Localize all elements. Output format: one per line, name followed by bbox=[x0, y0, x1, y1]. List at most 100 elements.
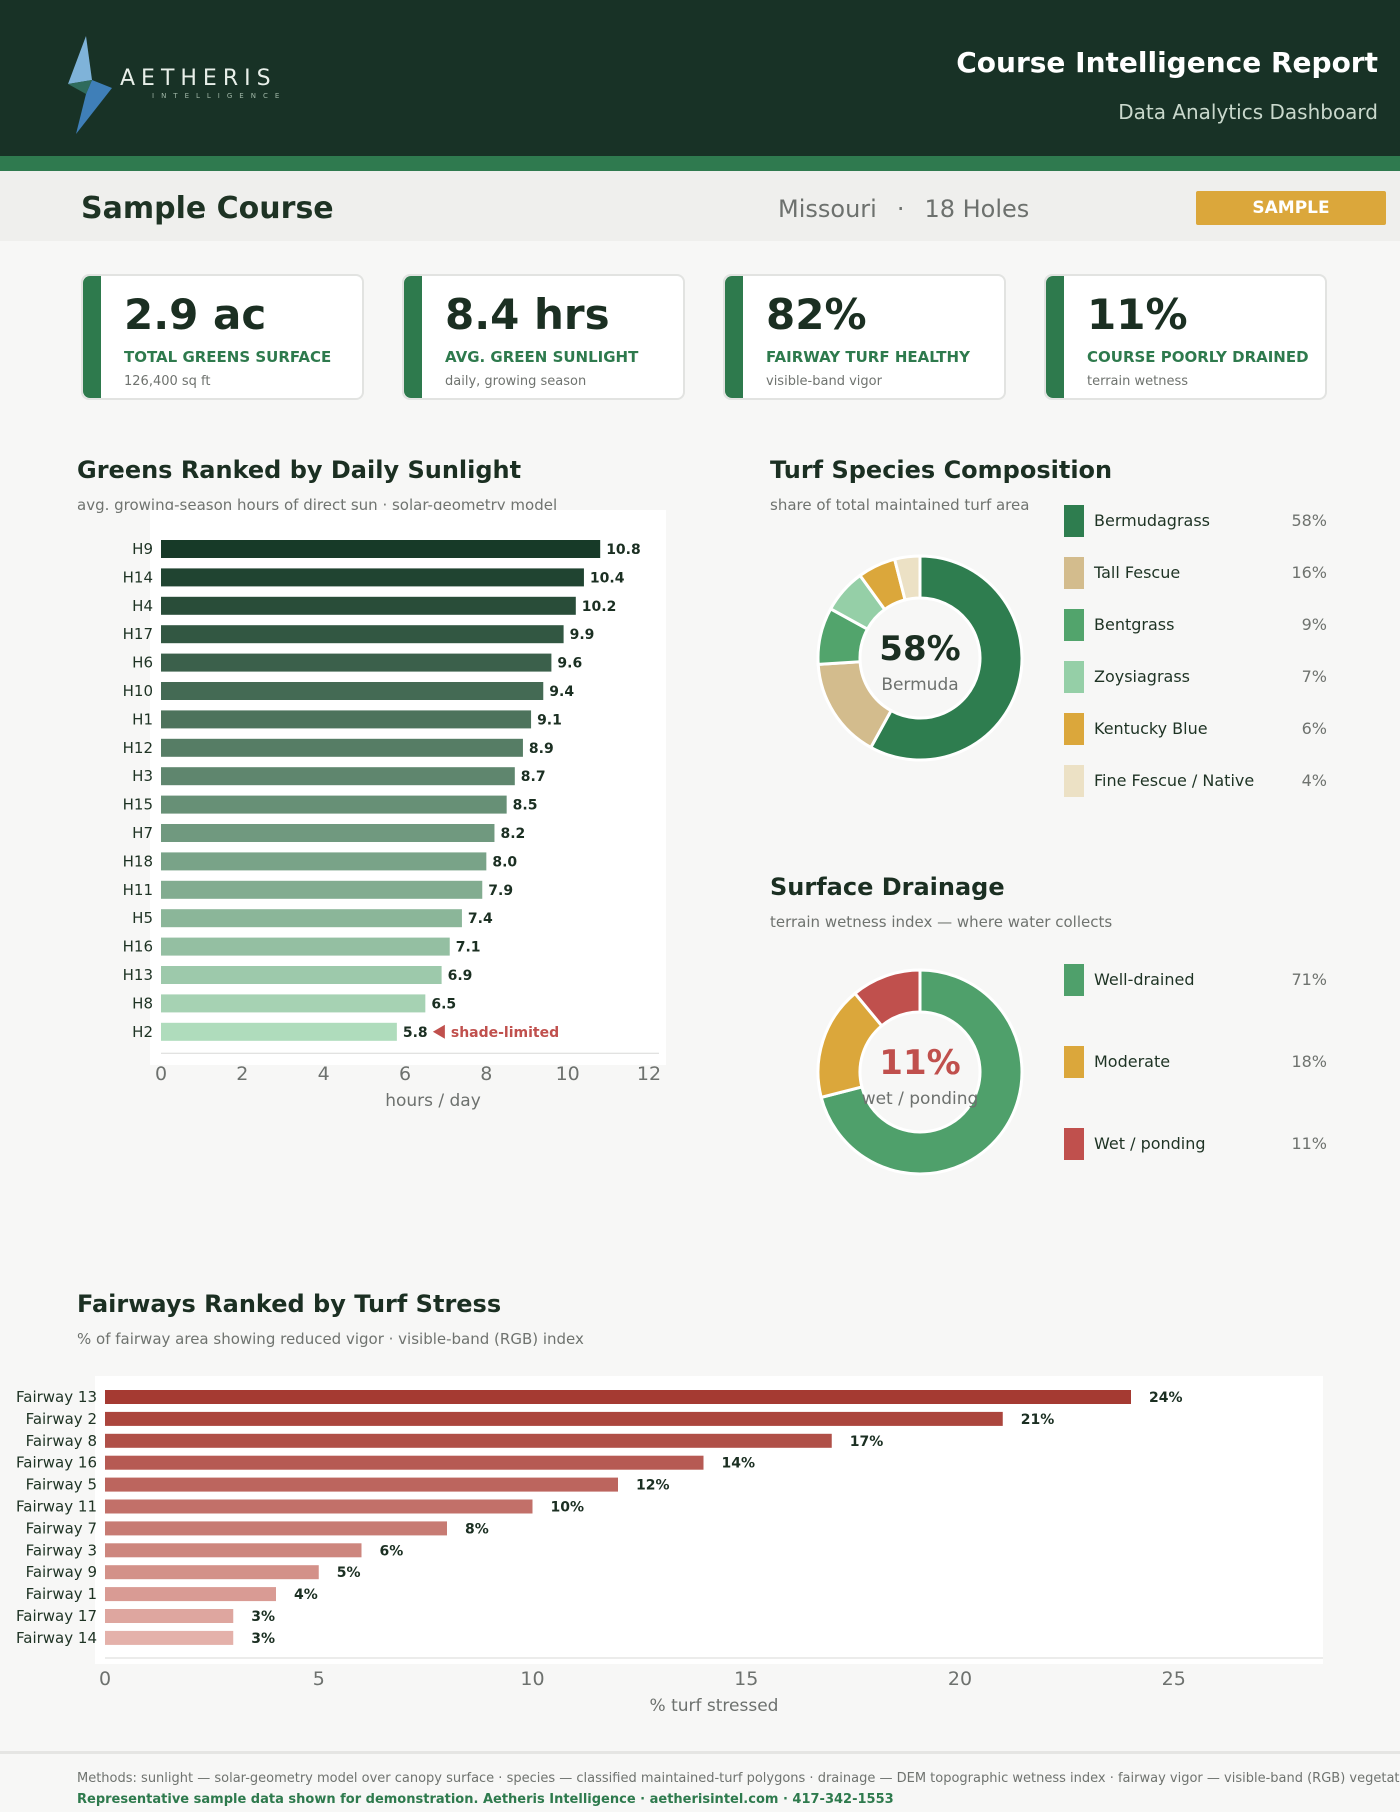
kpi-value: 11% bbox=[1087, 290, 1188, 339]
course-band: Sample Course Missouri · 18 Holes SAMPLE bbox=[0, 171, 1400, 241]
bar-category-label: Fairway 14 bbox=[16, 1629, 97, 1647]
bar-category-label: H1 bbox=[132, 710, 153, 728]
header-stripe bbox=[0, 156, 1400, 171]
legend-label: Well-drained bbox=[1094, 970, 1195, 989]
course-meta: Missouri · 18 Holes bbox=[778, 195, 1029, 223]
kpi-accent-bar bbox=[725, 276, 743, 398]
bar-value-label: 5% bbox=[337, 1565, 361, 1581]
legend-label: Bentgrass bbox=[1094, 615, 1175, 634]
bar-value-label: 10.8 bbox=[606, 542, 641, 558]
bar-value-label: 8.2 bbox=[500, 826, 525, 842]
kpi-note: 126,400 sq ft bbox=[124, 374, 211, 389]
bar-category-label: H6 bbox=[132, 654, 153, 672]
kpi-card-greens-surface: 2.9 ac TOTAL GREENS SURFACE 126,400 sq f… bbox=[81, 274, 364, 400]
bar-category-label: Fairway 17 bbox=[16, 1607, 97, 1625]
legend-label: Fine Fescue / Native bbox=[1094, 771, 1255, 790]
legend-percent: 71% bbox=[1291, 970, 1327, 989]
bar bbox=[105, 1565, 319, 1580]
donut-center-value: 58% bbox=[879, 629, 960, 669]
x-tick-label: 10 bbox=[520, 1668, 544, 1690]
kpi-card-poorly-drained: 11% COURSE POORLY DRAINED terrain wetnes… bbox=[1044, 274, 1327, 400]
legend-label: Bermudagrass bbox=[1094, 511, 1211, 530]
bar-category-label: H18 bbox=[123, 852, 153, 870]
legend-label: Zoysiagrass bbox=[1094, 667, 1191, 686]
x-tick-label: 8 bbox=[480, 1063, 492, 1085]
x-tick-label: 25 bbox=[1162, 1668, 1186, 1690]
bar bbox=[161, 710, 532, 729]
bar bbox=[161, 852, 487, 871]
legend-percent: 9% bbox=[1301, 615, 1327, 634]
bar bbox=[105, 1433, 832, 1448]
bar-category-label: Fairway 8 bbox=[26, 1432, 97, 1450]
bar-value-label: 17% bbox=[850, 1434, 884, 1450]
x-tick-label: 4 bbox=[318, 1063, 330, 1085]
bar-category-label: H9 bbox=[132, 540, 153, 558]
bar-value-label: 6.5 bbox=[431, 996, 456, 1012]
bar-value-label: 8% bbox=[465, 1521, 489, 1537]
kpi-accent-bar bbox=[83, 276, 101, 398]
donut-center-label: wet / ponding bbox=[862, 1089, 979, 1109]
bar-value-label: 6% bbox=[380, 1543, 404, 1559]
bar-category-label: H10 bbox=[123, 682, 153, 700]
bar-category-label: H2 bbox=[132, 1023, 153, 1041]
legend-label: Tall Fescue bbox=[1094, 563, 1181, 582]
bar bbox=[105, 1411, 1003, 1426]
bar-category-label: H15 bbox=[123, 796, 153, 814]
annotation-arrow-icon bbox=[432, 1024, 445, 1039]
bar bbox=[161, 1022, 397, 1041]
legend-swatch bbox=[1064, 1128, 1084, 1160]
bar-value-label: 8.9 bbox=[529, 741, 554, 757]
bar-category-label: H14 bbox=[123, 568, 153, 586]
bar-value-label: 21% bbox=[1021, 1412, 1055, 1428]
kpi-note: terrain wetness bbox=[1087, 374, 1189, 389]
course-state: Missouri bbox=[778, 195, 877, 223]
species-donut-chart: 58% Bermuda bbox=[816, 554, 1024, 762]
x-tick-label: 10 bbox=[556, 1063, 580, 1085]
footer-divider bbox=[0, 1751, 1400, 1754]
bar-category-label: H3 bbox=[132, 767, 153, 785]
kpi-value: 2.9 ac bbox=[124, 290, 267, 339]
legend-label: Wet / ponding bbox=[1094, 1134, 1206, 1153]
bar bbox=[105, 1609, 234, 1623]
bar-value-label: 24% bbox=[1149, 1390, 1183, 1406]
x-tick-label: 2 bbox=[236, 1063, 248, 1085]
bar bbox=[105, 1543, 362, 1558]
stress-chart-title: Fairways Ranked by Turf Stress bbox=[77, 1290, 502, 1318]
bar-value-label: 9.6 bbox=[557, 656, 582, 672]
drainage-chart-title: Surface Drainage bbox=[770, 873, 1005, 901]
legend-swatch bbox=[1064, 1046, 1084, 1078]
legend-swatch bbox=[1064, 557, 1084, 589]
kpi-value: 8.4 hrs bbox=[445, 290, 610, 339]
bar-category-label: H17 bbox=[123, 625, 153, 643]
x-tick-label: 12 bbox=[637, 1063, 661, 1085]
bar bbox=[161, 682, 544, 700]
legend-swatch bbox=[1064, 661, 1084, 693]
legend-percent: 6% bbox=[1301, 719, 1327, 738]
legend-percent: 58% bbox=[1291, 511, 1327, 530]
bar bbox=[161, 596, 576, 615]
bar-value-label: 3% bbox=[251, 1631, 275, 1647]
kpi-card-green-sunlight: 8.4 hrs AVG. GREEN SUNLIGHT daily, growi… bbox=[402, 274, 685, 400]
bar-value-label: 6.9 bbox=[448, 968, 473, 984]
legend-percent: 18% bbox=[1291, 1052, 1327, 1071]
bar bbox=[161, 994, 426, 1013]
bar-category-label: H5 bbox=[132, 909, 153, 927]
bar bbox=[105, 1630, 234, 1645]
donut-slice bbox=[892, 554, 922, 602]
kpi-accent-bar bbox=[1046, 276, 1064, 398]
bar-value-label: 12% bbox=[636, 1478, 670, 1494]
kpi-label: TOTAL GREENS SURFACE bbox=[124, 348, 332, 366]
kpi-accent-bar bbox=[404, 276, 422, 398]
sunlight-chart-title: Greens Ranked by Daily Sunlight bbox=[77, 456, 522, 484]
bar-category-label: H12 bbox=[123, 739, 153, 757]
kpi-label: FAIRWAY TURF HEALTHY bbox=[766, 348, 970, 366]
species-chart-title: Turf Species Composition bbox=[770, 456, 1113, 484]
bar-category-label: Fairway 5 bbox=[26, 1476, 97, 1494]
drainage-donut-chart: 11% wet / ponding bbox=[816, 968, 1024, 1176]
bar-category-label: H4 bbox=[132, 597, 153, 615]
bar bbox=[161, 568, 584, 587]
bar-category-label: Fairway 9 bbox=[26, 1563, 97, 1581]
bar bbox=[161, 937, 450, 956]
donut-slice bbox=[868, 554, 1024, 762]
footer-contact: Representative sample data shown for dem… bbox=[77, 1792, 894, 1807]
